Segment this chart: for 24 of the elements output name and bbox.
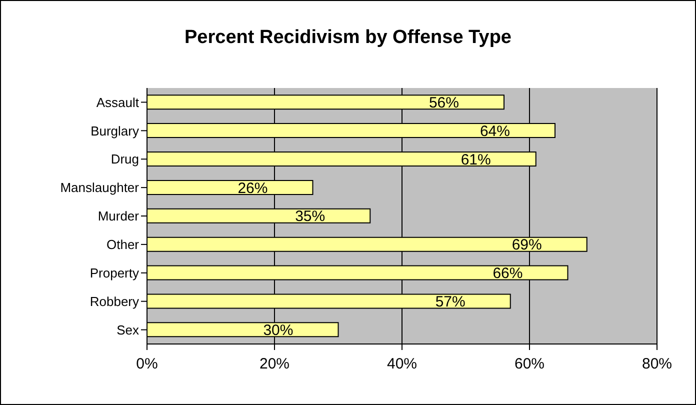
- y-tick-label: Manslaughter: [60, 180, 140, 196]
- x-tick-label: 80%: [642, 356, 672, 373]
- y-tick-label: Sex: [116, 322, 140, 338]
- data-label: 35%: [295, 208, 326, 226]
- data-label: 66%: [492, 265, 523, 282]
- y-tick-label: Other: [106, 237, 140, 252]
- data-label: 56%: [428, 94, 459, 112]
- data-label: 64%: [480, 122, 510, 140]
- data-label: 57%: [435, 294, 466, 311]
- y-tick-label: Robbery: [90, 294, 140, 309]
- y-tick-label: Burglary: [90, 123, 140, 138]
- data-label: 26%: [238, 180, 268, 197]
- x-tick-label: 0%: [136, 356, 158, 373]
- x-tick-label: 20%: [259, 356, 290, 373]
- data-label: 30%: [263, 322, 294, 339]
- y-tick-label: Murder: [98, 208, 140, 224]
- data-label: 61%: [460, 151, 491, 168]
- y-tick-label: Assault: [96, 94, 140, 110]
- y-tick-label: Drug: [110, 152, 139, 167]
- y-tick-label: Property: [90, 266, 140, 281]
- x-tick-label: 40%: [386, 356, 418, 373]
- chart-title: Percent Recidivism by Offense Type: [184, 27, 512, 49]
- data-label: 69%: [512, 236, 542, 254]
- x-tick-label: 60%: [514, 356, 545, 373]
